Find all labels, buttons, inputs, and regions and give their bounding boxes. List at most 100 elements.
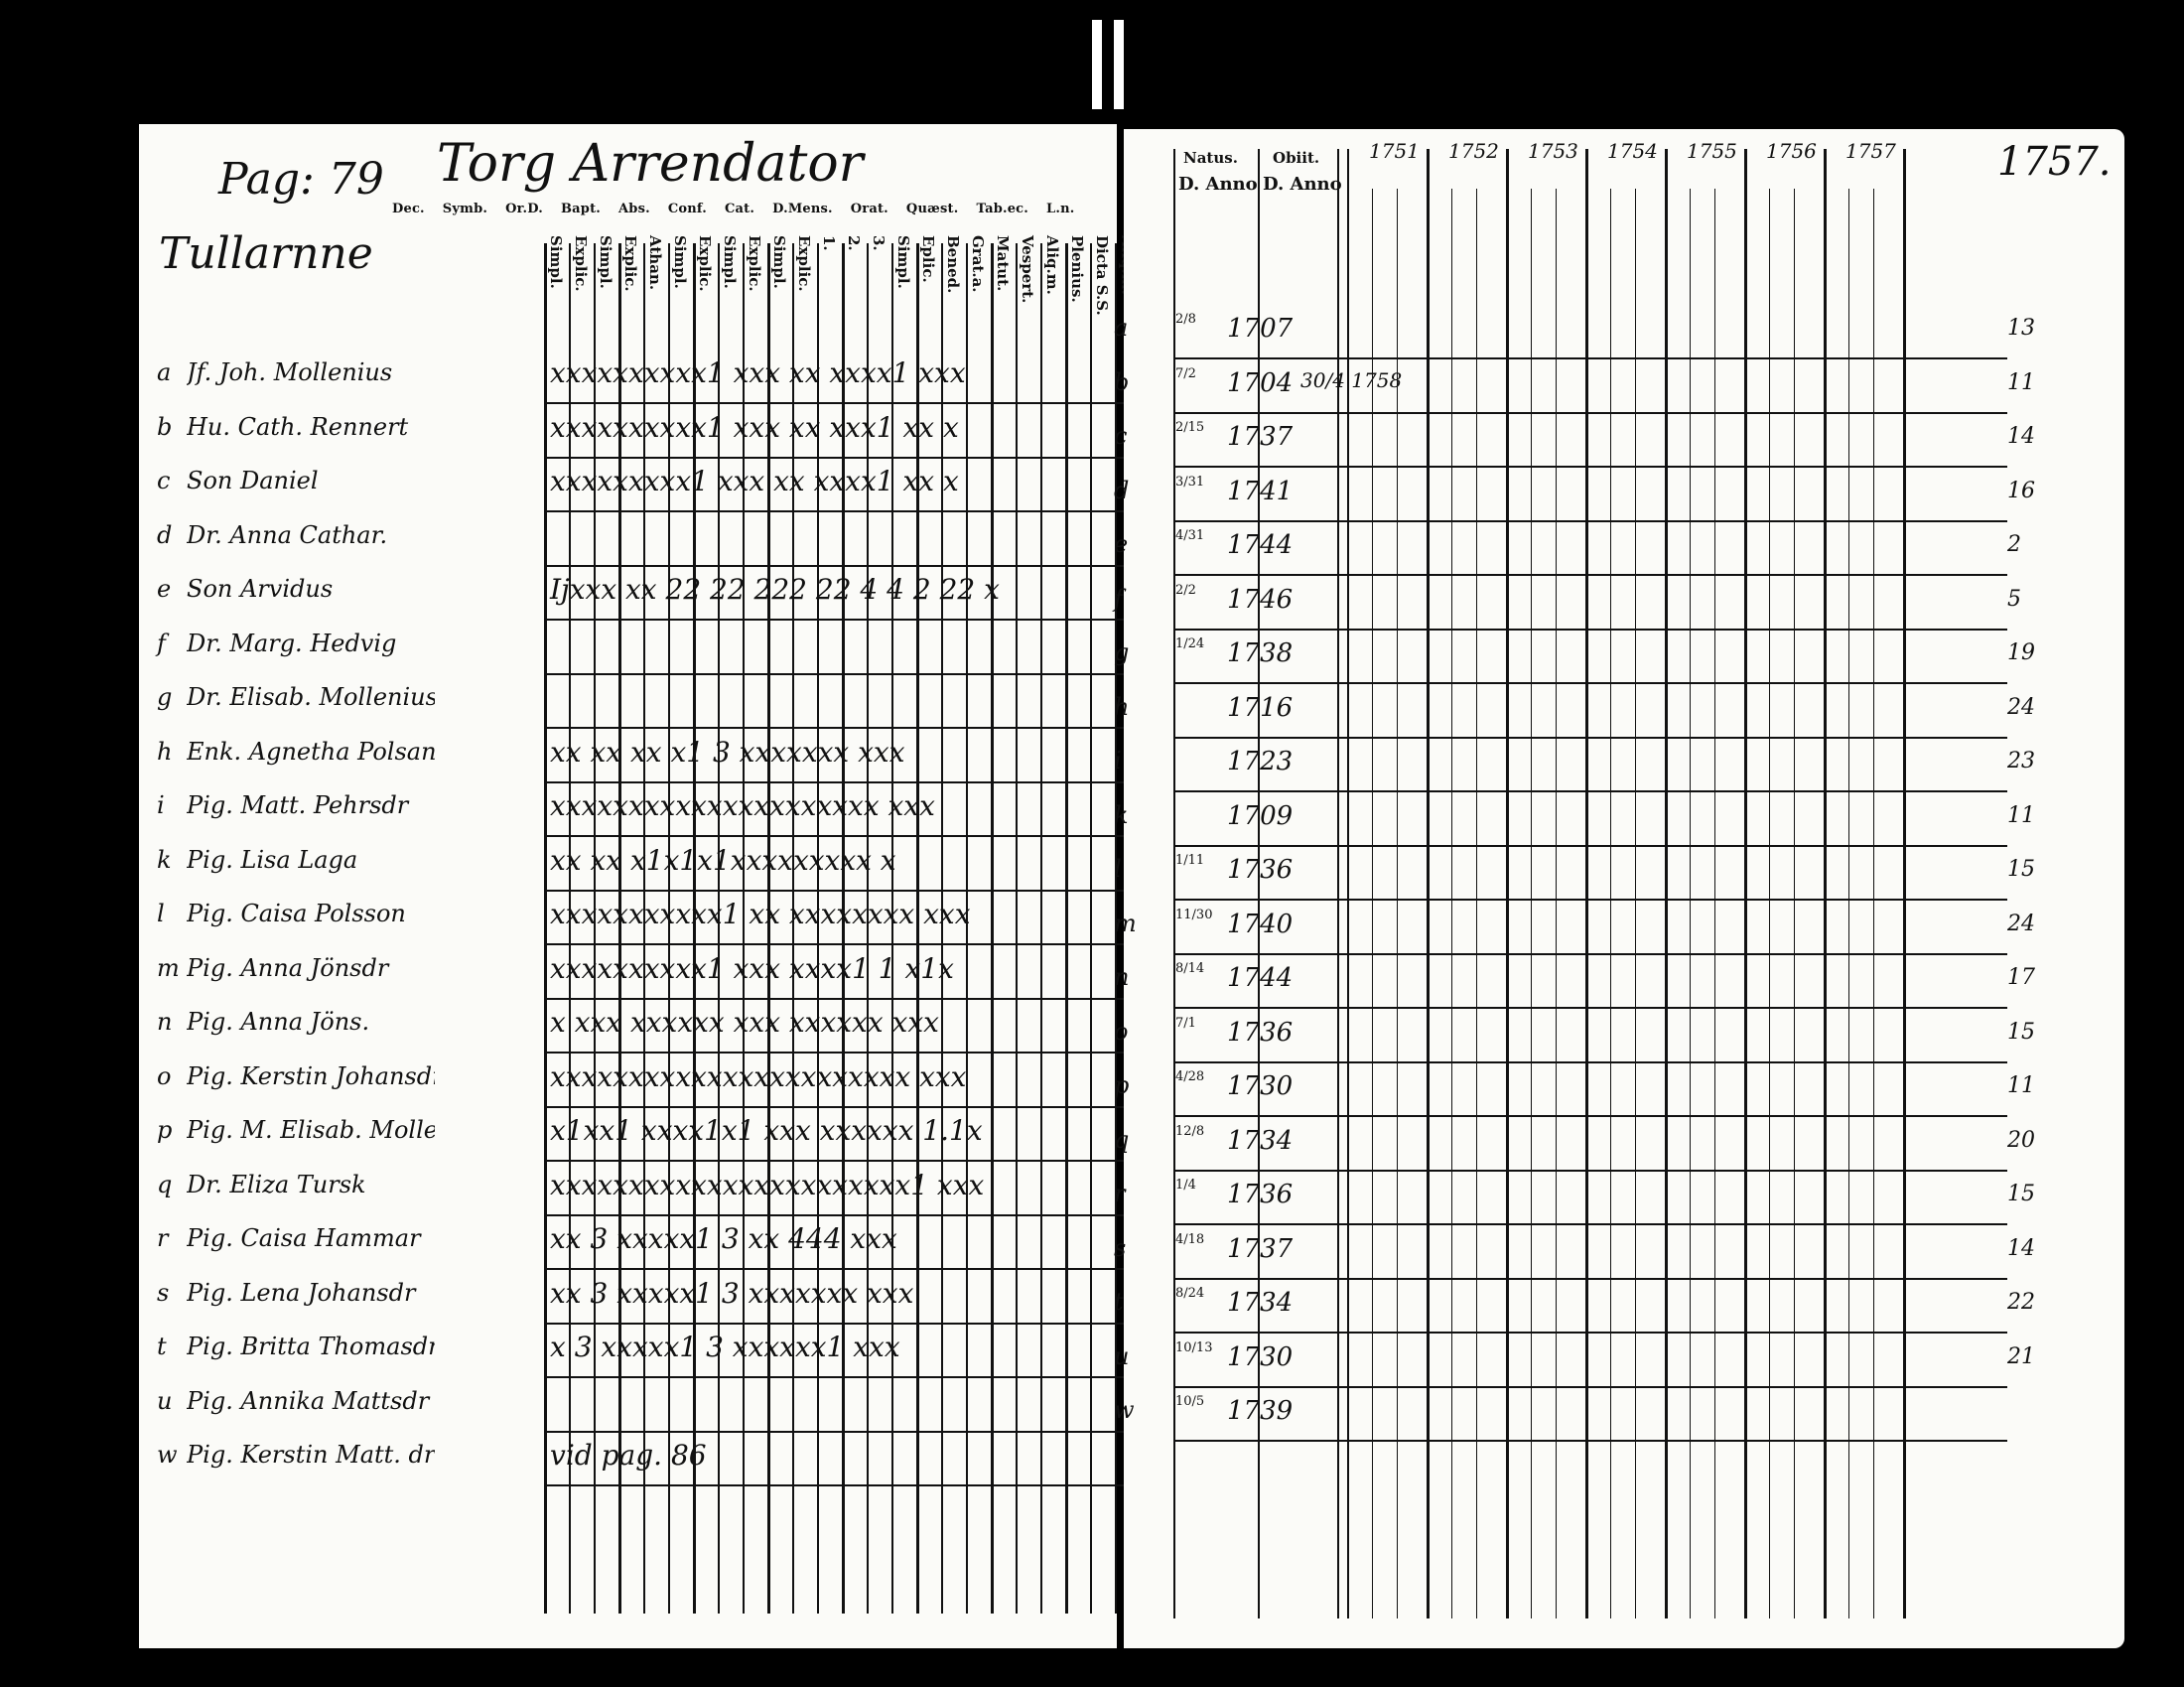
table-row: u Pig. Annika Mattsdr — [157, 1381, 966, 1435]
age-note: 11 — [2007, 802, 2035, 828]
row-letter: n — [1114, 963, 1130, 991]
column-rule — [594, 243, 596, 1614]
column-header: Vespert. — [1019, 235, 1036, 304]
column-header: Explic. — [746, 235, 763, 292]
column-rule — [743, 243, 745, 1614]
table-row: e 4/31 1744 2 — [1114, 524, 2116, 578]
table-row: q 12/8 1734 20 — [1114, 1120, 2116, 1174]
table-row: c 2/15 1737 14 — [1114, 416, 2116, 470]
birth-day-month: 2/2 — [1175, 582, 1196, 598]
village-name: Tullarnne — [159, 228, 373, 279]
row-rule — [544, 727, 1214, 729]
birth-year: 1709 — [1227, 800, 1294, 831]
person-name: Pig. M. Elisab. Mollenius — [187, 1116, 435, 1144]
table-row: i Pig. Matt. Pehrsdr xxxxxxxxxxxxxxxxxxxxx… — [157, 785, 966, 839]
column-group-headers: Dec. Symb. Or.D. Bapt. Abs. Conf. Cat. D.Mens. O… — [392, 202, 1092, 216]
column-rule — [891, 243, 893, 1614]
column-header: 3. — [870, 235, 887, 251]
examination-marks: xxxxxxxxx1 xxx xx xxxx1 xx x — [550, 465, 959, 497]
row-letter: w — [1114, 1396, 1135, 1424]
row-rule — [1173, 519, 2007, 522]
row-letter: e — [1114, 530, 1129, 558]
column-rule — [916, 243, 919, 1614]
row-rule — [1173, 1332, 2007, 1334]
column-header: Aliq.m. — [1043, 235, 1061, 295]
spine-mark — [1114, 20, 1124, 109]
column-header: Explic. — [795, 235, 813, 292]
year-rule — [1427, 149, 1430, 1618]
table-row: f 2/2 1746 5 — [1114, 579, 2116, 633]
person-name: Pig. Caisa Hammar — [187, 1224, 421, 1252]
row-letter: q — [157, 1170, 173, 1198]
birth-year: 1737 — [1227, 422, 1294, 452]
column-header: Simpl. — [894, 235, 912, 289]
column-header: Simpl. — [597, 235, 614, 289]
column-rule — [767, 243, 770, 1614]
column-rule — [842, 243, 845, 1614]
row-letter: a — [1114, 314, 1129, 342]
row-rule — [544, 1105, 1214, 1108]
row-rule — [544, 564, 1214, 567]
birth-day-month: 2/8 — [1175, 312, 1196, 327]
age-note: 5 — [2007, 586, 2021, 612]
row-rule — [544, 1430, 1214, 1433]
subcolumn-rule — [1873, 189, 1874, 1618]
table-row: f Dr. Marg. Hedvig — [157, 624, 966, 677]
column-header: Athan. — [646, 235, 664, 291]
person-name: Pig. Anna Jönsdr — [187, 953, 389, 982]
examination-marks: x xxx xxxxxx xxx xxxxxx xxx — [550, 1006, 939, 1039]
birth-day-month: 10/13 — [1175, 1339, 1213, 1355]
row-letter: i — [157, 791, 165, 819]
row-rule — [544, 402, 1214, 404]
column-rule — [718, 243, 720, 1614]
subcolumn-rule — [1714, 189, 1715, 1618]
row-letter: q — [1114, 1125, 1130, 1154]
row-rule — [1173, 1007, 2007, 1009]
table-row: q Dr. Eliza Tursk xxxxxxxxxxxxxxxxxxxxxxx1… — [157, 1165, 984, 1218]
examination-marks: xxxxxxxxxx1 xxx xx xxx1 xx x — [550, 410, 959, 444]
table-row: u 10/13 1730 21 — [1114, 1336, 2116, 1390]
birth-year: 1716 — [1227, 692, 1294, 723]
column-header: Plenius. — [1068, 235, 1086, 303]
row-rule — [544, 456, 1214, 459]
row-rule — [1173, 952, 2007, 955]
table-row: p 4/28 1730 11 — [1114, 1065, 2116, 1119]
table-row: o Pig. Kerstin Johansdr xxxxxxxxxxxxxxxxxx… — [157, 1056, 966, 1110]
subcolumn-rule — [1610, 189, 1611, 1618]
birth-year: 1739 — [1227, 1396, 1294, 1426]
subcolumn-rule — [1556, 189, 1557, 1618]
table-row: d 3/31 1741 16 — [1114, 471, 2116, 524]
row-rule — [544, 997, 1214, 1000]
birth-day-month: 1/24 — [1175, 636, 1205, 651]
natus-header: Natus. — [1183, 149, 1238, 167]
birth-day-month: 4/18 — [1175, 1231, 1205, 1247]
age-note: 15 — [2007, 857, 2035, 882]
birth-year: 1738 — [1227, 638, 1294, 668]
row-rule — [544, 1268, 1214, 1270]
row-letter: p — [1114, 1071, 1130, 1099]
birth-year: 1723 — [1227, 747, 1294, 776]
row-rule — [1173, 736, 2007, 739]
birth-year: 1737 — [1227, 1233, 1294, 1264]
birth-day-month: 1/11 — [1175, 853, 1205, 868]
row-letter: s — [157, 1278, 170, 1307]
row-rule — [1173, 899, 2007, 901]
corner-note: 1757. — [1997, 139, 2112, 185]
birth-year: 1744 — [1227, 963, 1294, 993]
row-letter: d — [1114, 476, 1130, 504]
row-letter: p — [157, 1116, 173, 1144]
row-rule — [544, 510, 1214, 512]
year-rule — [1824, 149, 1827, 1618]
age-note: 21 — [2007, 1343, 2035, 1369]
table-row: w 10/5 1739 — [1114, 1390, 2116, 1444]
birth-day-month: 4/28 — [1175, 1069, 1205, 1084]
row-letter: g — [1114, 638, 1130, 666]
row-rule — [1173, 1385, 2007, 1388]
column-header: Simpl. — [671, 235, 689, 289]
column-rule — [1016, 243, 1018, 1614]
column-header: 2. — [845, 235, 863, 251]
table-row: o 7/1 1736 15 — [1114, 1012, 2116, 1065]
row-letter: a — [157, 358, 172, 386]
column-group-header: Bapt. — [560, 202, 602, 216]
row-letter: m — [157, 953, 180, 982]
